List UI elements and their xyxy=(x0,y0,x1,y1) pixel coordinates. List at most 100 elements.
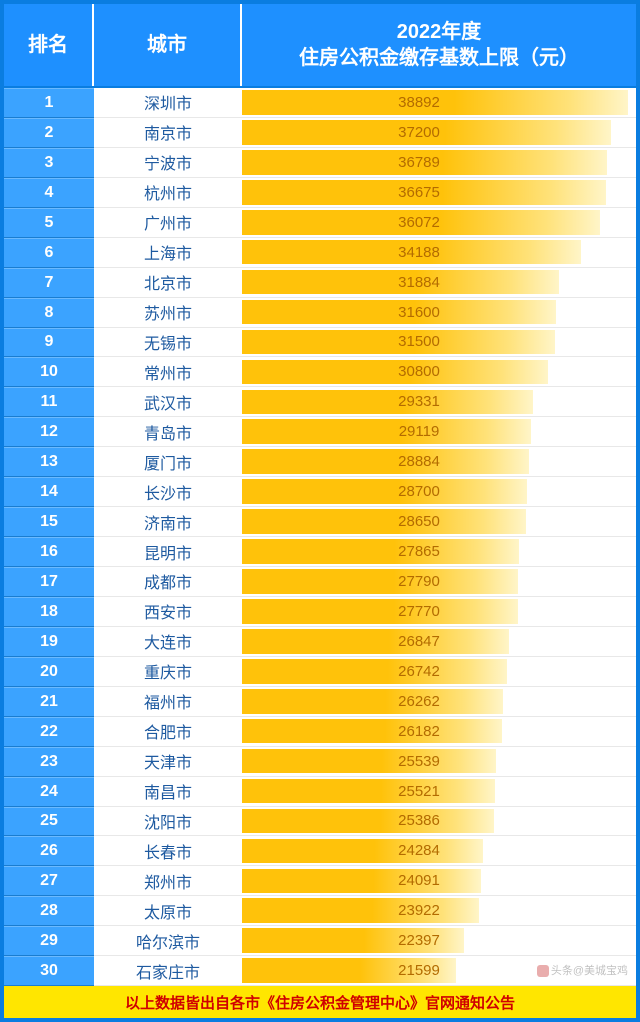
value-label: 25539 xyxy=(242,753,636,770)
bar-cell: 29119 xyxy=(242,417,636,447)
table-row: 13厦门市28884 xyxy=(4,447,636,477)
table-row: 1深圳市38892 xyxy=(4,88,636,118)
rank-cell: 29 xyxy=(4,926,94,956)
bar-cell: 26262 xyxy=(242,687,636,717)
value-label: 28884 xyxy=(242,453,636,470)
rank-cell: 11 xyxy=(4,387,94,417)
bar-cell: 38892 xyxy=(242,88,636,118)
bar-cell: 24091 xyxy=(242,866,636,896)
rank-cell: 7 xyxy=(4,268,94,298)
value-label: 36675 xyxy=(242,184,636,201)
city-cell: 重庆市 xyxy=(94,657,242,687)
bar-cell: 24284 xyxy=(242,836,636,866)
value-label: 34188 xyxy=(242,244,636,261)
bar-cell: 36072 xyxy=(242,208,636,238)
city-cell: 郑州市 xyxy=(94,866,242,896)
city-cell: 长春市 xyxy=(94,836,242,866)
table-row: 29哈尔滨市22397 xyxy=(4,926,636,956)
rank-cell: 14 xyxy=(4,477,94,507)
city-cell: 无锡市 xyxy=(94,328,242,358)
value-label: 37200 xyxy=(242,124,636,141)
value-label: 38892 xyxy=(242,94,636,111)
value-label: 30800 xyxy=(242,363,636,380)
watermark: 头条@美城宝鸡 xyxy=(537,962,628,978)
value-label: 29331 xyxy=(242,393,636,410)
rank-cell: 20 xyxy=(4,657,94,687)
city-cell: 上海市 xyxy=(94,238,242,268)
bar-cell: 28650 xyxy=(242,507,636,537)
header-value-line2: 住房公积金缴存基数上限（元） xyxy=(299,45,579,71)
table-row: 8苏州市31600 xyxy=(4,298,636,328)
rank-cell: 22 xyxy=(4,717,94,747)
value-label: 27865 xyxy=(242,543,636,560)
bar-cell: 25386 xyxy=(242,807,636,837)
header-rank: 排名 xyxy=(4,4,94,86)
bar-cell: 27770 xyxy=(242,597,636,627)
bar-cell: 22397 xyxy=(242,926,636,956)
city-cell: 长沙市 xyxy=(94,477,242,507)
table-row: 14长沙市28700 xyxy=(4,477,636,507)
header-value: 2022年度 住房公积金缴存基数上限（元） xyxy=(242,4,636,86)
rank-cell: 1 xyxy=(4,88,94,118)
table-row: 19大连市26847 xyxy=(4,627,636,657)
bar-cell: 34188 xyxy=(242,238,636,268)
bar-cell: 28700 xyxy=(242,477,636,507)
rank-cell: 30 xyxy=(4,956,94,986)
rank-cell: 17 xyxy=(4,567,94,597)
rank-cell: 5 xyxy=(4,208,94,238)
city-cell: 天津市 xyxy=(94,747,242,777)
city-cell: 济南市 xyxy=(94,507,242,537)
rank-cell: 4 xyxy=(4,178,94,208)
table-row: 28太原市23922 xyxy=(4,896,636,926)
city-cell: 沈阳市 xyxy=(94,807,242,837)
bar-cell: 25521 xyxy=(242,777,636,807)
table-row: 6上海市34188 xyxy=(4,238,636,268)
table-row: 26长春市24284 xyxy=(4,836,636,866)
value-label: 24284 xyxy=(242,842,636,859)
bar-cell: 31600 xyxy=(242,298,636,328)
bar-cell: 28884 xyxy=(242,447,636,477)
table-row: 21福州市26262 xyxy=(4,687,636,717)
value-label: 27770 xyxy=(242,603,636,620)
bar-cell: 26182 xyxy=(242,717,636,747)
bar-cell: 26742 xyxy=(242,657,636,687)
watermark-text: 头条@美城宝鸡 xyxy=(551,965,628,977)
rank-cell: 6 xyxy=(4,238,94,268)
table-row: 20重庆市26742 xyxy=(4,657,636,687)
city-cell: 石家庄市 xyxy=(94,956,242,986)
bar-cell: 36675 xyxy=(242,178,636,208)
table-row: 9无锡市31500 xyxy=(4,328,636,358)
table-row: 16昆明市27865 xyxy=(4,537,636,567)
city-cell: 杭州市 xyxy=(94,178,242,208)
watermark-icon xyxy=(537,965,549,977)
city-cell: 合肥市 xyxy=(94,717,242,747)
value-label: 31500 xyxy=(242,333,636,350)
city-cell: 青岛市 xyxy=(94,417,242,447)
rank-cell: 3 xyxy=(4,148,94,178)
rank-cell: 25 xyxy=(4,807,94,837)
bar-cell: 31884 xyxy=(242,268,636,298)
rank-cell: 15 xyxy=(4,507,94,537)
city-cell: 宁波市 xyxy=(94,148,242,178)
rank-cell: 19 xyxy=(4,627,94,657)
value-label: 29119 xyxy=(242,423,636,440)
rank-cell: 23 xyxy=(4,747,94,777)
bar-cell: 31500 xyxy=(242,328,636,358)
table-row: 17成都市27790 xyxy=(4,567,636,597)
rank-cell: 27 xyxy=(4,866,94,896)
table-row: 15济南市28650 xyxy=(4,507,636,537)
city-cell: 武汉市 xyxy=(94,387,242,417)
rank-cell: 13 xyxy=(4,447,94,477)
rank-cell: 18 xyxy=(4,597,94,627)
city-cell: 西安市 xyxy=(94,597,242,627)
bar-cell: 29331 xyxy=(242,387,636,417)
rank-cell: 8 xyxy=(4,298,94,328)
value-label: 25386 xyxy=(242,812,636,829)
table-row: 23天津市25539 xyxy=(4,747,636,777)
city-cell: 福州市 xyxy=(94,687,242,717)
table-row: 22合肥市26182 xyxy=(4,717,636,747)
table-row: 5广州市36072 xyxy=(4,208,636,238)
city-cell: 太原市 xyxy=(94,896,242,926)
table-row: 27郑州市24091 xyxy=(4,866,636,896)
table-row: 25沈阳市25386 xyxy=(4,807,636,837)
